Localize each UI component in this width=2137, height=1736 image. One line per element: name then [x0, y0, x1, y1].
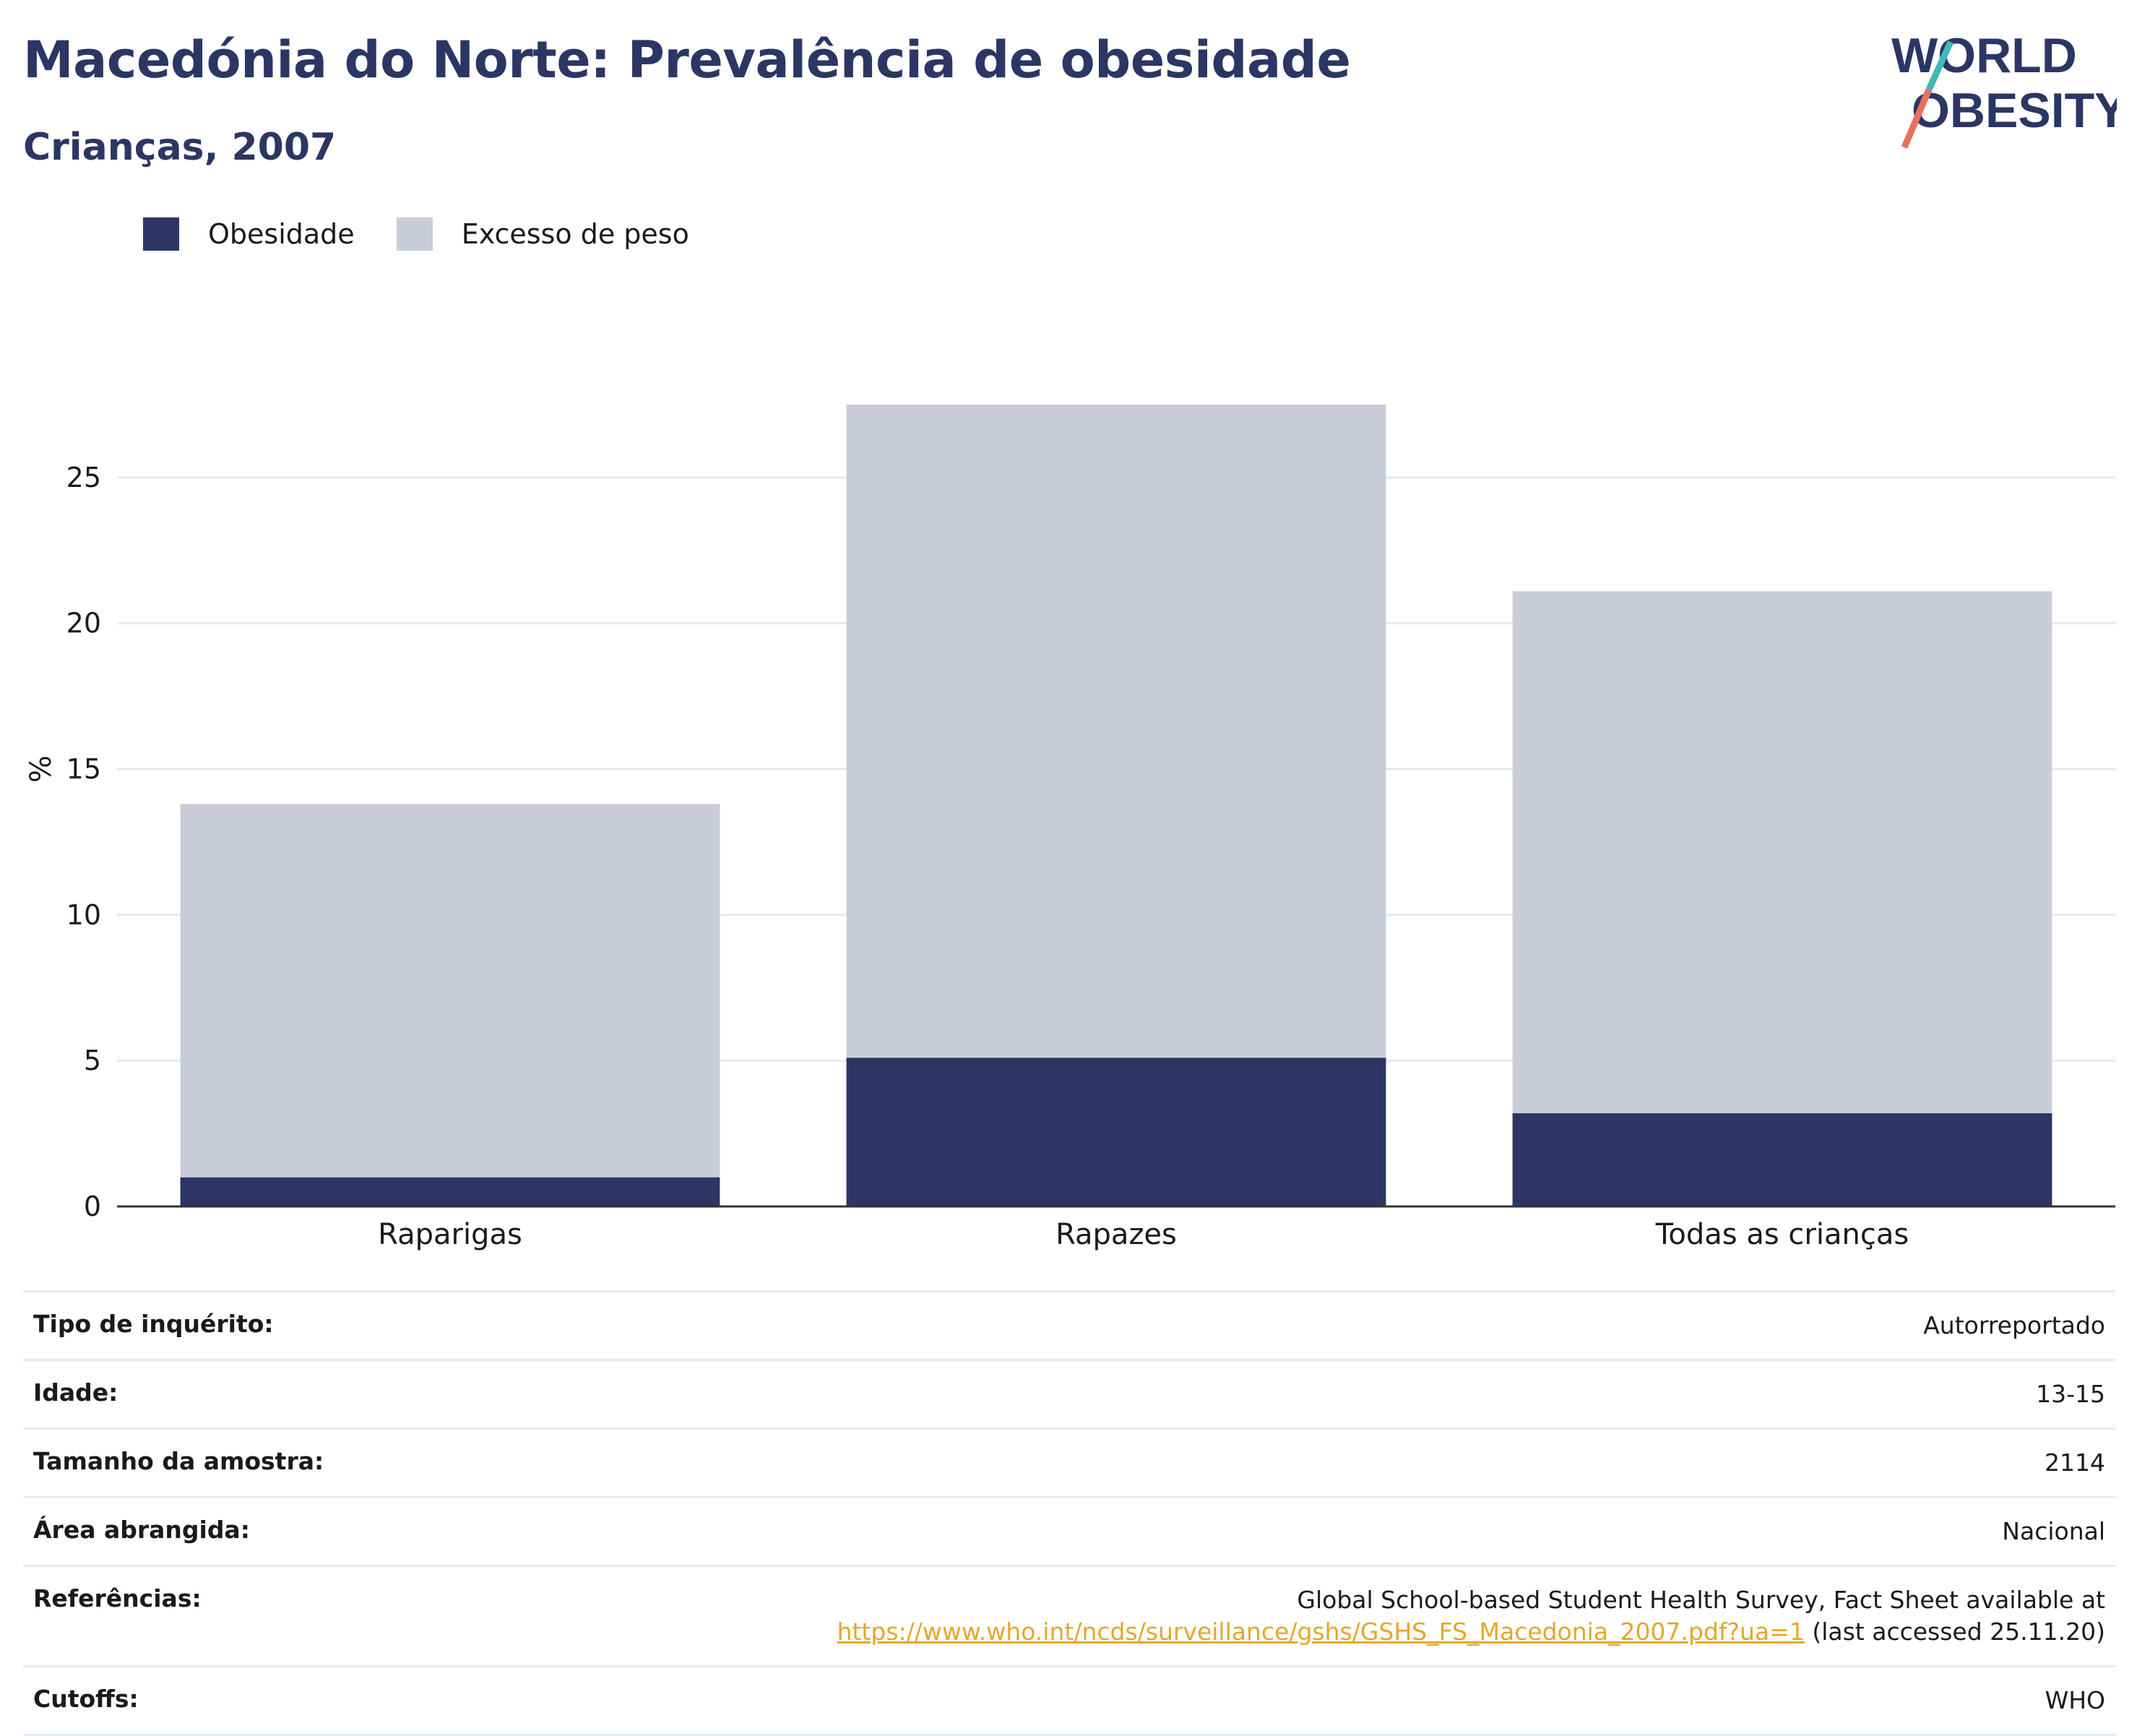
reference-suffix: (last accessed 25.11.20)	[1804, 1618, 2105, 1646]
info-row: Tipo de inquérito: Autorreportado	[23, 1290, 2115, 1360]
bar-obesity	[180, 1177, 720, 1206]
info-key: Cutoffs:	[23, 1665, 430, 1736]
info-row: Idade: 13-15	[23, 1359, 2115, 1429]
y-tick-label: 10	[66, 899, 101, 930]
x-tick-label: Raparigas	[378, 1218, 522, 1251]
info-key: Área abrangida:	[23, 1496, 430, 1566]
info-key: Idade:	[23, 1359, 430, 1429]
y-tick-label: 25	[66, 462, 101, 493]
chart-title: Macedónia do Norte: Prevalência de obesi…	[23, 30, 1351, 90]
y-axis-label: %	[25, 756, 58, 783]
y-tick-label: 15	[66, 753, 101, 785]
legend-item-obesity[interactable]: Obesidade	[143, 217, 355, 251]
bar-overweight	[1512, 591, 2052, 1113]
world-obesity-logo: WORLD OBESITY	[1891, 28, 2117, 149]
chart-legend: Obesidade Excesso de peso	[143, 214, 731, 254]
info-value: 13-15	[429, 1359, 2115, 1429]
info-value-references: Global School-based Student Health Surve…	[429, 1565, 2115, 1667]
bar-obesity	[1512, 1113, 2052, 1206]
survey-info-table: Tipo de inquérito: Autorreportado Idade:…	[23, 1290, 2115, 1736]
y-tick-label: 0	[84, 1191, 101, 1222]
info-value: WHO	[429, 1665, 2115, 1736]
info-row: Cutoffs: WHO	[23, 1665, 2115, 1736]
info-key: Tamanho da amostra:	[23, 1428, 430, 1498]
bar-overweight	[846, 405, 1386, 1058]
x-tick-label: Todas as crianças	[1655, 1218, 1909, 1251]
info-row: Área abrangida: Nacional	[23, 1496, 2115, 1566]
reference-text: Global School-based Student Health Surve…	[1297, 1586, 2105, 1614]
legend-label-obesity: Obesidade	[208, 218, 355, 250]
legend-swatch-obesity	[143, 217, 179, 251]
reference-link[interactable]: https://www.who.int/ncds/surveillance/gs…	[837, 1618, 1805, 1646]
legend-item-overweight[interactable]: Excesso de peso	[396, 217, 689, 251]
y-tick-label: 5	[84, 1045, 101, 1076]
x-tick-label: Rapazes	[1055, 1218, 1177, 1251]
info-value: Autorreportado	[429, 1290, 2115, 1360]
info-row: Tamanho da amostra: 2114	[23, 1428, 2115, 1498]
info-key: Referências:	[23, 1565, 430, 1667]
info-value: 2114	[429, 1428, 2115, 1498]
info-key: Tipo de inquérito:	[23, 1290, 430, 1360]
bar-overweight	[180, 803, 720, 1178]
chart-subtitle: Crianças, 2007	[23, 126, 337, 169]
info-row: Referências: Global School-based Student…	[23, 1565, 2115, 1667]
bar-obesity	[846, 1058, 1386, 1206]
legend-swatch-overweight	[396, 217, 433, 251]
legend-label-overweight: Excesso de peso	[461, 218, 689, 250]
logo-line1: WORLD	[1891, 28, 2077, 83]
logo-line2: OBESITY	[1912, 83, 2117, 138]
y-tick-label: 20	[66, 608, 101, 639]
info-value: Nacional	[429, 1496, 2115, 1566]
bar-chart: 0 5 10 15 20 25% Raparigas Rapazes Todas as cria…	[25, 405, 2115, 1251]
